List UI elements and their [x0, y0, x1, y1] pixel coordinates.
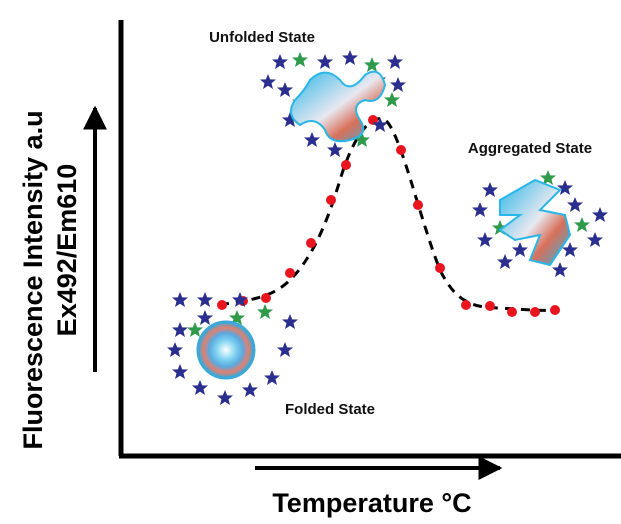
star	[277, 82, 293, 97]
star	[264, 370, 280, 385]
star	[327, 142, 343, 157]
y-axis-label: Fluorescence Intensity a.u	[18, 110, 48, 449]
star	[472, 202, 488, 217]
aggregated-protein	[498, 178, 572, 267]
star	[277, 342, 293, 357]
curve-dot	[306, 238, 316, 248]
star	[384, 92, 400, 107]
star	[282, 314, 298, 329]
star	[574, 217, 590, 232]
star	[557, 180, 573, 195]
star	[197, 292, 213, 307]
folded-label: Folded State	[285, 401, 375, 418]
y-axis-label: Ex492/Em610	[52, 164, 82, 337]
curve-dot	[413, 200, 423, 210]
star	[272, 54, 288, 69]
unfolded-protein	[290, 70, 387, 143]
curve-dot	[530, 307, 540, 317]
star	[257, 304, 273, 319]
curve-dot	[507, 307, 517, 317]
aggregated-label: Aggregated State	[468, 140, 592, 157]
star	[482, 182, 498, 197]
star	[172, 292, 188, 307]
star	[552, 262, 568, 277]
star	[342, 50, 358, 65]
curve-dot	[217, 300, 227, 310]
star	[292, 52, 308, 67]
curve-dot	[341, 160, 351, 170]
star	[217, 390, 233, 405]
star	[242, 382, 258, 397]
unfolded-label: Unfolded State	[209, 29, 315, 46]
star	[592, 207, 608, 222]
x-axis-label: Temperature °C	[272, 488, 471, 518]
curve-dot	[550, 305, 560, 315]
star	[172, 322, 188, 337]
curve-dot	[435, 263, 445, 273]
curve-dot	[326, 195, 336, 205]
curve-dot	[485, 301, 495, 311]
star	[512, 242, 528, 257]
star	[304, 132, 320, 147]
star	[587, 232, 603, 247]
star	[364, 57, 380, 72]
star	[260, 74, 276, 89]
star	[172, 364, 188, 379]
star	[387, 54, 403, 69]
curve-dot	[261, 293, 271, 303]
star	[192, 380, 208, 395]
star	[390, 77, 406, 92]
star	[497, 254, 513, 269]
star	[567, 197, 583, 212]
curve-dot	[285, 268, 295, 278]
star	[197, 310, 213, 325]
curve-dot	[396, 145, 406, 155]
curve-dot	[461, 300, 471, 310]
star	[317, 54, 333, 69]
star	[167, 342, 183, 357]
star	[477, 232, 493, 247]
folded-protein	[196, 320, 256, 380]
